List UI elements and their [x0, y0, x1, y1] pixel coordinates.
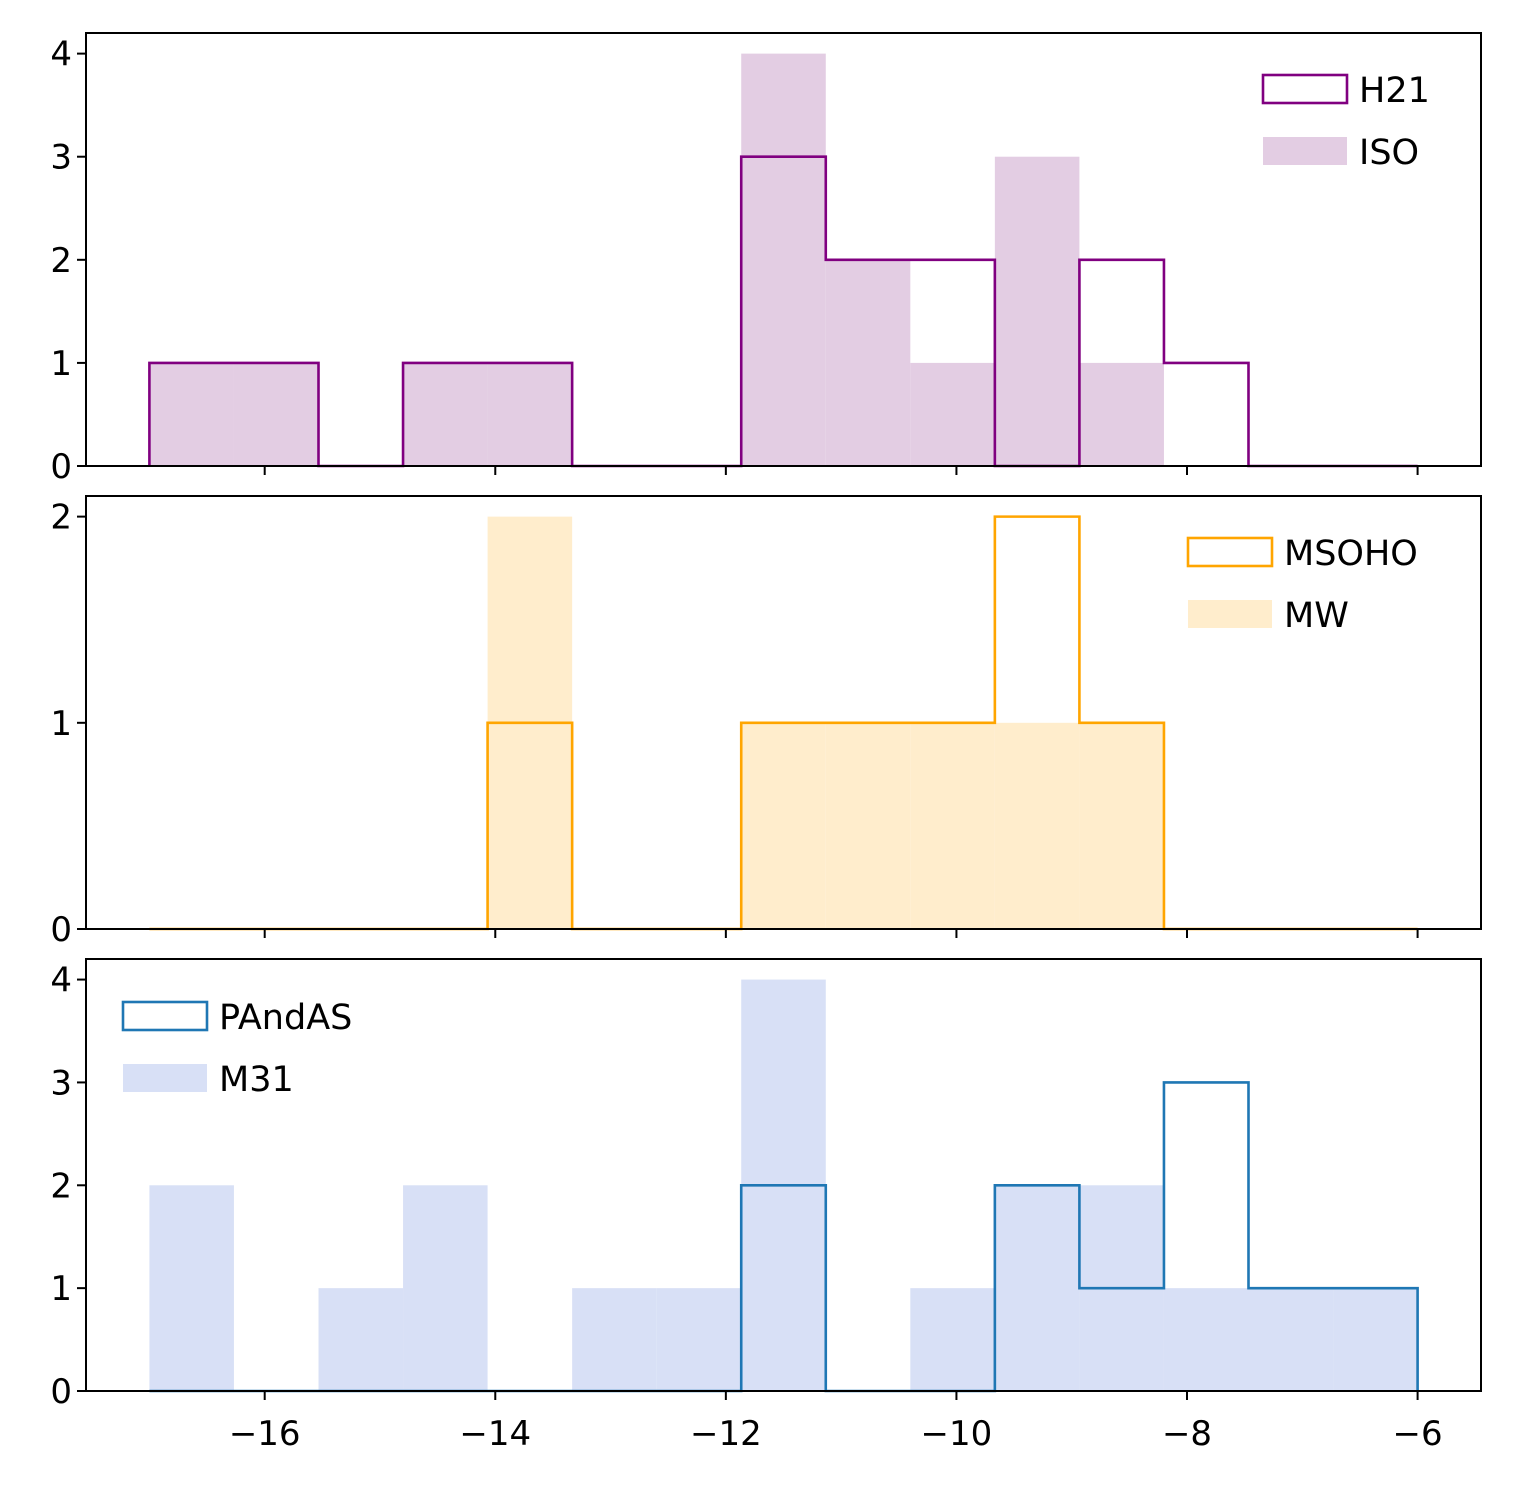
legend-middle: MSOHO MW: [1186, 534, 1418, 636]
bar-mw-11: [1079, 722, 1164, 929]
legend-swatch-h21: [1261, 73, 1349, 105]
ytick-label-bottom-4: 4: [50, 961, 72, 1001]
xtick-label-2: −12: [690, 1414, 762, 1454]
bar-iso-4: [487, 362, 573, 466]
bar-m31-14: [1333, 1288, 1418, 1391]
bar-iso-1: [233, 362, 319, 466]
ytick-label-top-4: 4: [50, 35, 72, 75]
ytick-label-top-2: 2: [50, 241, 72, 281]
bar-iso-11: [1079, 362, 1164, 466]
ytick-label-top-1: 1: [50, 344, 72, 384]
xtick-label-4: −8: [1162, 1414, 1212, 1454]
legend-label-mw: MW: [1284, 596, 1349, 636]
ytick-label-middle-1: 1: [50, 704, 72, 744]
legend-swatch-msoho: [1186, 536, 1274, 568]
axes-frame-top: [85, 32, 1482, 467]
bar-m31-6: [656, 1288, 742, 1391]
bar-iso-3: [403, 362, 488, 466]
bar-m31-13: [1248, 1288, 1334, 1391]
legend-swatch-iso: [1263, 137, 1347, 165]
bar-m31-10: [994, 1185, 1080, 1391]
xtick-label-0: −16: [229, 1414, 301, 1454]
axes-frame-bottom: [85, 958, 1482, 1392]
legend-label-m31: M31: [219, 1060, 294, 1100]
bar-iso-9: [910, 362, 995, 466]
xtick-label-1: −14: [459, 1414, 531, 1454]
legend-swatch-mw: [1188, 600, 1272, 628]
bar-m31-9: [910, 1288, 995, 1391]
bar-m31-2: [318, 1288, 404, 1391]
legend-label-iso: ISO: [1359, 133, 1419, 173]
panel-top: 0 1 2 3 4 H21 ISO: [50, 32, 1482, 487]
bar-mw-10: [994, 722, 1080, 929]
axes-frame-middle: [85, 495, 1482, 930]
ytick-label-bottom-2: 2: [50, 1166, 72, 1206]
bar-m31-0: [149, 1185, 234, 1391]
legend-swatch-pandas: [121, 1000, 209, 1032]
ytick-label-bottom-0: 0: [50, 1372, 72, 1412]
bar-iso-8: [825, 259, 911, 466]
legend-top: H21 ISO: [1261, 71, 1430, 173]
legend-label-h21: H21: [1359, 71, 1430, 111]
bar-iso-0: [149, 362, 234, 466]
bar-mw-9: [910, 722, 995, 929]
panel-middle: 0 1 2 MSOHO MW: [50, 495, 1482, 950]
ytick-label-middle-2: 2: [50, 498, 72, 538]
panel-bottom: 0 1 2 3 4 −16 −14 −12 −10 −8 −6 PAndAS M31: [50, 958, 1482, 1454]
bar-iso-10: [994, 156, 1080, 466]
xtick-label-3: −10: [921, 1414, 993, 1454]
bar-m31-5: [572, 1288, 657, 1391]
legend-swatch-m31: [123, 1064, 207, 1092]
legend-label-pandas: PAndAS: [219, 998, 352, 1038]
ytick-label-bottom-3: 3: [50, 1063, 72, 1103]
ytick-label-top-0: 0: [50, 447, 72, 487]
bar-m31-12: [1163, 1288, 1249, 1391]
bar-iso-7: [741, 53, 826, 466]
bar-mw-8: [825, 722, 911, 929]
bar-mw-7: [741, 722, 826, 929]
ytick-label-top-3: 3: [50, 138, 72, 178]
bar-m31-3: [403, 1185, 488, 1391]
xtick-label-5: −6: [1393, 1414, 1443, 1454]
legend-bottom: PAndAS M31: [121, 998, 352, 1100]
ytick-label-bottom-1: 1: [50, 1269, 72, 1309]
ytick-label-middle-0: 0: [50, 910, 72, 950]
legend-label-msoho: MSOHO: [1284, 534, 1418, 574]
